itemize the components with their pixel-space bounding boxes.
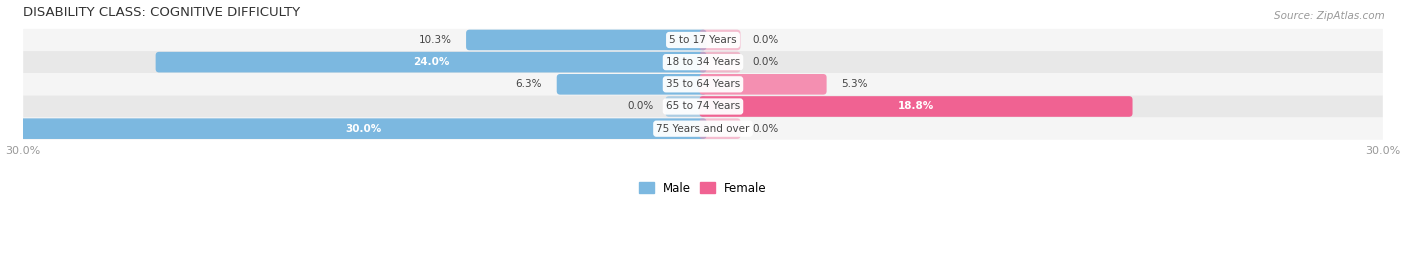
Text: 6.3%: 6.3% [516, 79, 543, 89]
Text: 0.0%: 0.0% [752, 35, 779, 45]
FancyBboxPatch shape [22, 95, 1384, 118]
Text: 10.3%: 10.3% [419, 35, 451, 45]
Text: 24.0%: 24.0% [413, 57, 450, 67]
Text: 5 to 17 Years: 5 to 17 Years [669, 35, 737, 45]
Text: Source: ZipAtlas.com: Source: ZipAtlas.com [1274, 11, 1385, 21]
FancyBboxPatch shape [156, 52, 706, 72]
Text: 65 to 74 Years: 65 to 74 Years [666, 101, 740, 111]
Legend: Male, Female: Male, Female [634, 177, 772, 200]
FancyBboxPatch shape [22, 51, 1384, 73]
FancyBboxPatch shape [22, 29, 1384, 51]
FancyBboxPatch shape [557, 74, 706, 95]
Text: 5.3%: 5.3% [841, 79, 868, 89]
FancyBboxPatch shape [700, 74, 827, 95]
FancyBboxPatch shape [700, 52, 741, 72]
FancyBboxPatch shape [700, 118, 741, 139]
FancyBboxPatch shape [465, 30, 706, 50]
Text: 75 Years and over: 75 Years and over [657, 124, 749, 134]
Text: 0.0%: 0.0% [752, 57, 779, 67]
FancyBboxPatch shape [22, 118, 1384, 140]
Text: DISABILITY CLASS: COGNITIVE DIFFICULTY: DISABILITY CLASS: COGNITIVE DIFFICULTY [22, 6, 301, 19]
FancyBboxPatch shape [22, 73, 1384, 95]
Text: 18.8%: 18.8% [898, 101, 934, 111]
Text: 35 to 64 Years: 35 to 64 Years [666, 79, 740, 89]
Text: 0.0%: 0.0% [627, 101, 654, 111]
Text: 0.0%: 0.0% [752, 124, 779, 134]
FancyBboxPatch shape [700, 30, 741, 50]
Text: 18 to 34 Years: 18 to 34 Years [666, 57, 740, 67]
Text: 30.0%: 30.0% [344, 124, 381, 134]
FancyBboxPatch shape [700, 96, 1132, 117]
FancyBboxPatch shape [665, 96, 706, 117]
FancyBboxPatch shape [20, 118, 706, 139]
